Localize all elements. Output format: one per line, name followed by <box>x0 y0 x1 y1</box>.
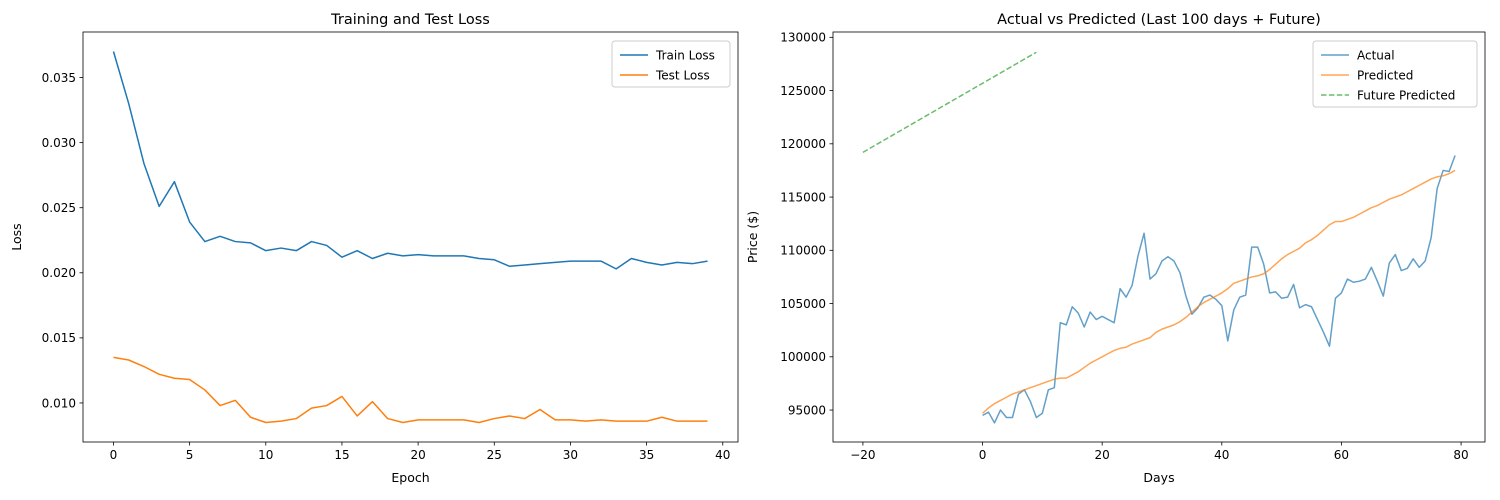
x-tick-label: 30 <box>563 448 578 462</box>
series-line-test-loss <box>113 356 708 424</box>
legend: Train Loss Test Loss <box>611 40 731 88</box>
y-tick-label: 0.015 <box>42 331 76 345</box>
series-line-predicted <box>982 169 1456 414</box>
y-tick-label: 125000 <box>780 84 826 98</box>
x-tick-label: −20 <box>850 448 875 462</box>
y-tick-label: 0.020 <box>42 266 76 280</box>
y-tick-label: 130000 <box>780 31 826 45</box>
series-group <box>862 51 1456 424</box>
x-tick-label: 20 <box>1095 448 1110 462</box>
x-tick-label: 25 <box>487 448 502 462</box>
x-axis-label: Days <box>1143 470 1174 485</box>
y-axis-label: Loss <box>9 223 24 250</box>
legend-box <box>1312 40 1478 108</box>
y-tick-label: 105000 <box>780 297 826 311</box>
legend-entry: Actual <box>1357 48 1395 62</box>
axes-frame <box>832 31 1486 443</box>
x-tick-label: 15 <box>334 448 349 462</box>
x-tick-label: 10 <box>258 448 273 462</box>
chart-title: Actual vs Predicted (Last 100 days + Fut… <box>997 12 1321 28</box>
x-tick-label: 80 <box>1453 448 1468 462</box>
y-tick-label: 120000 <box>780 137 826 151</box>
x-tick-label: 5 <box>186 448 194 462</box>
legend-entry: Predicted <box>1357 68 1413 82</box>
y-tick-label: 95000 <box>788 403 826 417</box>
x-axis-label: Epoch <box>391 470 429 485</box>
series-group <box>112 51 708 424</box>
axes-frame <box>82 31 739 443</box>
y-axis-label: Price ($) <box>745 211 760 263</box>
x-tick-label: 20 <box>410 448 425 462</box>
y-tick-label: 115000 <box>780 190 826 204</box>
legend: Actual Predicted Future Predicted <box>1312 40 1478 108</box>
series-line-actual <box>982 155 1456 424</box>
x-tick-label: 40 <box>715 448 730 462</box>
x-tick-label: 40 <box>1214 448 1229 462</box>
y-tick-label: 110000 <box>780 244 826 258</box>
price-chart: −20 0 20 40 60 80 95000 100000 105000 110000 11500… <box>745 12 1486 485</box>
x-tick-label: 0 <box>979 448 987 462</box>
y-tick-label: 0.030 <box>42 136 76 150</box>
y-tick-label: 100000 <box>780 350 826 364</box>
x-tick-label: 35 <box>639 448 654 462</box>
x-tick-label: 60 <box>1334 448 1349 462</box>
y-tick-label: 0.010 <box>42 396 76 410</box>
loss-chart: 0 5 10 15 20 25 30 35 40 0.010 0.015 0.020 0.025 0.03… <box>9 12 739 485</box>
x-tick-label: 0 <box>110 448 118 462</box>
legend-entry: Future Predicted <box>1357 88 1455 102</box>
y-tick-label: 0.035 <box>42 71 76 85</box>
legend-entry: Train Loss <box>655 48 715 62</box>
series-line-train-loss <box>112 51 708 270</box>
series-line-future-predicted <box>862 51 1037 153</box>
chart-title: Training and Test Loss <box>330 12 490 28</box>
legend-entry: Test Loss <box>655 68 710 82</box>
y-tick-label: 0.025 <box>42 201 76 215</box>
